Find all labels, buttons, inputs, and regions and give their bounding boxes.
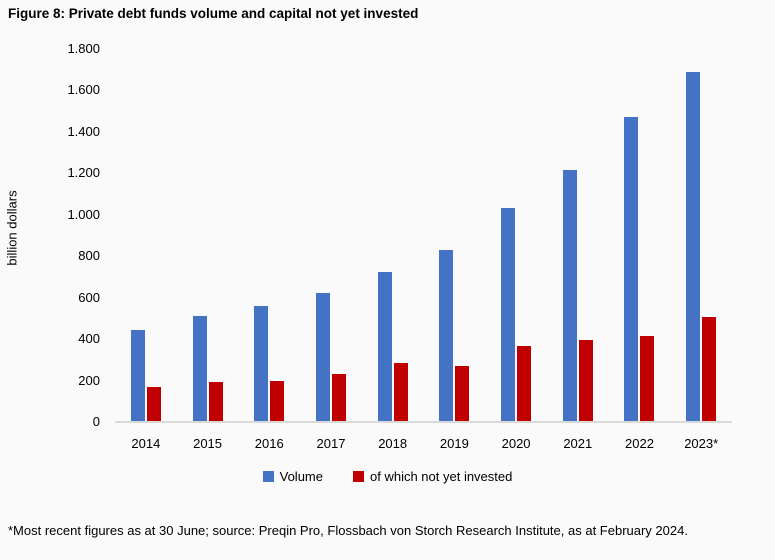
not-invested-bar-2015 [208,381,223,421]
y-axis-title-text: billion dollars [4,190,20,266]
volume-bar-2015 [192,316,207,421]
volume-bar-2020 [500,207,515,421]
volume-bar-2017 [315,292,330,421]
bar-group-2022 [624,48,655,421]
x-tick-label-2014: 2014 [131,436,161,451]
x-tick-label-2015: 2015 [193,436,223,451]
bar-group-2019 [439,48,470,421]
x-tick-label-2018: 2018 [378,436,408,451]
not-invested-bar-2014 [146,386,161,421]
legend-swatch-icon [353,471,364,482]
plot-area [115,48,732,423]
not-invested-bar-2021 [578,340,593,421]
legend-label: Volume [279,469,323,484]
not-invested-bar-2018 [393,362,408,421]
y-tick-label: 1.000 [67,206,100,222]
bar-group-2018 [377,48,408,421]
not-invested-bar-2019 [455,366,470,421]
not-invested-bar-2023 [702,317,717,421]
bar-group-2023 [686,48,717,421]
bar-group-2014 [130,48,161,421]
y-tick-label: 800 [78,248,100,264]
y-tick-label: 1.800 [67,41,100,56]
not-invested-bar-2017 [331,374,346,421]
chart-title: Figure 8: Private debt funds volume and … [8,6,419,21]
volume-bar-2018 [377,271,392,421]
volume-bar-2019 [439,250,454,421]
legend-item: Volume [262,469,323,484]
y-tick-label: 1.200 [67,165,100,181]
bar-group-2021 [562,48,593,421]
source-note: *Most recent figures as at 30 June; sour… [8,523,688,538]
volume-bar-2022 [624,117,639,421]
not-invested-bar-2022 [640,336,655,421]
y-tick-label: 400 [78,331,100,347]
legend-label: of which not yet invested [370,469,513,484]
y-tick-label: 1.400 [67,123,100,139]
legend: Volume of which not yet invested [0,469,775,484]
bar-group-2016 [254,48,285,421]
not-invested-bar-2016 [270,380,285,421]
x-tick-label-2023: 2023* [684,436,719,451]
x-tick-label-2017: 2017 [316,436,346,451]
x-tick-label-2016: 2016 [254,436,284,451]
x-tick-label-2019: 2019 [439,436,469,451]
x-tick-label-2020: 2020 [501,436,531,451]
y-tick-label: 600 [78,289,100,305]
volume-bar-2014 [130,329,145,421]
bar-group-2017 [315,48,346,421]
volume-bar-2023 [686,71,701,421]
legend-swatch-icon [262,471,274,482]
x-tick-label-2021: 2021 [563,436,593,451]
y-tick-label: 200 [78,372,100,388]
x-tick-label-2022: 2022 [625,436,654,451]
y-tick-label: 1.600 [67,82,100,98]
volume-bar-2021 [562,170,577,421]
not-invested-bar-2020 [516,346,531,421]
x-axis-labels: 2014 2015 2016 2017 2018 2019 2020 2021 2022 2023… [115,436,732,452]
y-tick-label: 0 [92,414,100,429]
bar-group-2015 [192,48,223,421]
legend-item: of which not yet invested [353,469,512,484]
volume-bar-2016 [254,306,269,421]
bar-group-2020 [500,48,531,421]
